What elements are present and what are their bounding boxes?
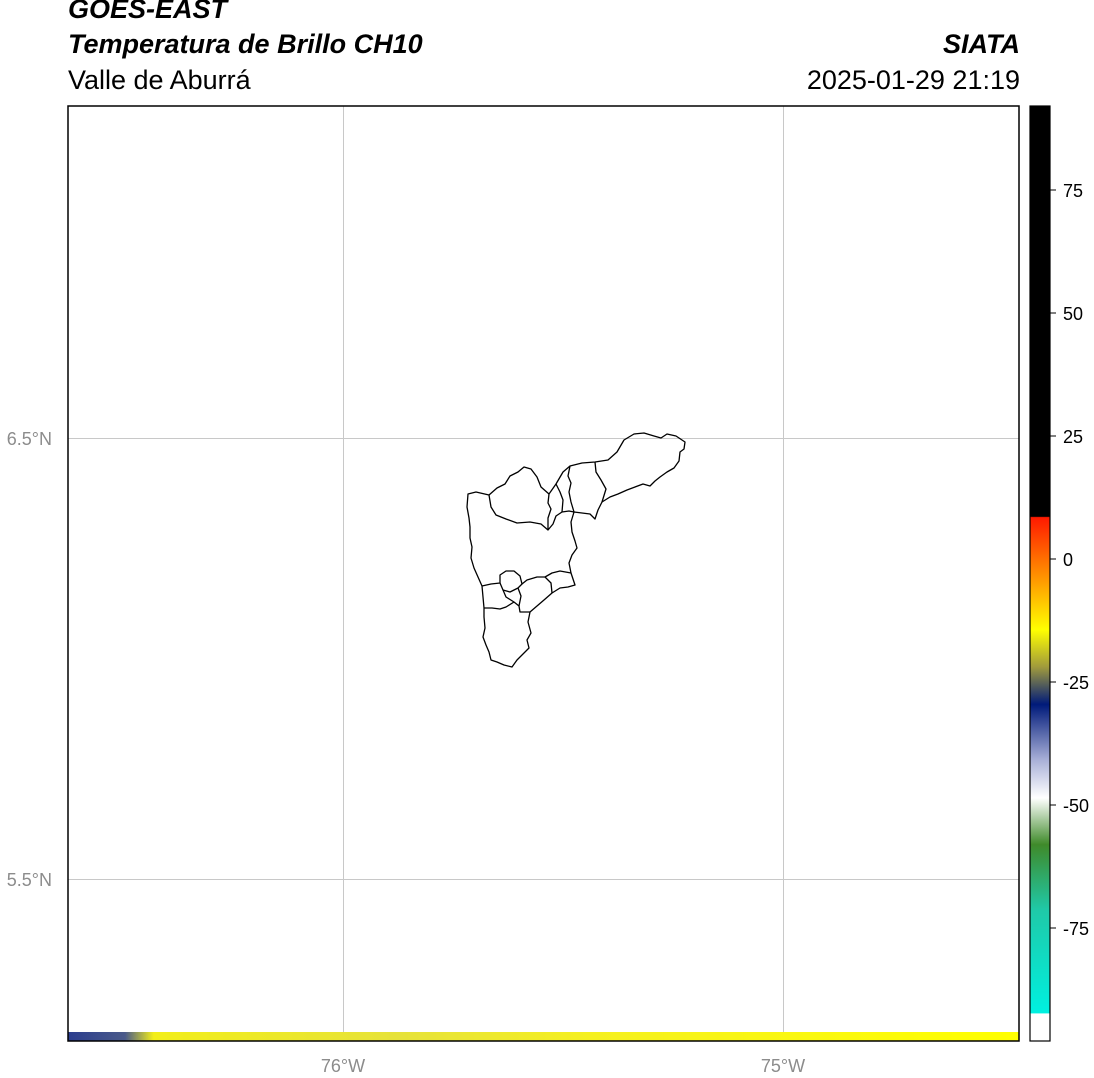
boundary-internal-6	[481, 570, 572, 587]
colorbar-tick-label: 75	[1063, 181, 1083, 201]
colorbar-frame	[1029, 105, 1051, 1042]
boundary-internal-9	[484, 601, 515, 610]
colorbar-tick-label: -25	[1063, 673, 1089, 693]
satellite-title: GOES-EAST	[68, 0, 228, 24]
municipality-boundaries	[466, 432, 686, 668]
boundary-internal-1	[488, 494, 575, 531]
boundary-internal-10	[517, 587, 522, 607]
colorbar-tick-label: 0	[1063, 550, 1073, 570]
gridlines	[68, 106, 1019, 1041]
map-frame	[67, 105, 1020, 1042]
region-outline	[466, 432, 686, 668]
colorbar: 75 50 25 0 -25 -50 -75	[1029, 105, 1089, 1042]
region-subtitle: Valle de Aburrá	[68, 65, 251, 95]
boundary-internal-11	[544, 576, 553, 594]
colorbar-gradient	[1030, 106, 1050, 1041]
colorbar-tick-label: 50	[1063, 304, 1083, 324]
map-area	[68, 106, 1019, 1041]
lon-label-76w: 76°W	[321, 1056, 365, 1076]
brightness-temperature-strip	[68, 1032, 1019, 1041]
lon-label-75w: 75°W	[761, 1056, 805, 1076]
boundary-internal-4	[594, 461, 607, 503]
colorbar-ticks: 75 50 25 0 -25 -50 -75	[1050, 181, 1089, 939]
boundary-internal-5	[555, 483, 564, 513]
organization-label: SIATA	[943, 29, 1020, 59]
lat-label-6-5n: 6.5°N	[7, 429, 52, 449]
boundary-internal-8	[502, 589, 530, 613]
lat-label-5-5n: 5.5°N	[7, 870, 52, 890]
colorbar-tick-label: 25	[1063, 427, 1083, 447]
colorbar-tick-label: -75	[1063, 919, 1089, 939]
boundary-internal-2	[547, 493, 552, 530]
boundary-internal-7	[499, 582, 523, 593]
boundary-internal-3	[567, 465, 575, 513]
colorbar-tick-label: -50	[1063, 796, 1089, 816]
datetime-label: 2025-01-29 21:19	[806, 65, 1020, 95]
product-title: Temperatura de Brillo CH10	[68, 29, 423, 59]
